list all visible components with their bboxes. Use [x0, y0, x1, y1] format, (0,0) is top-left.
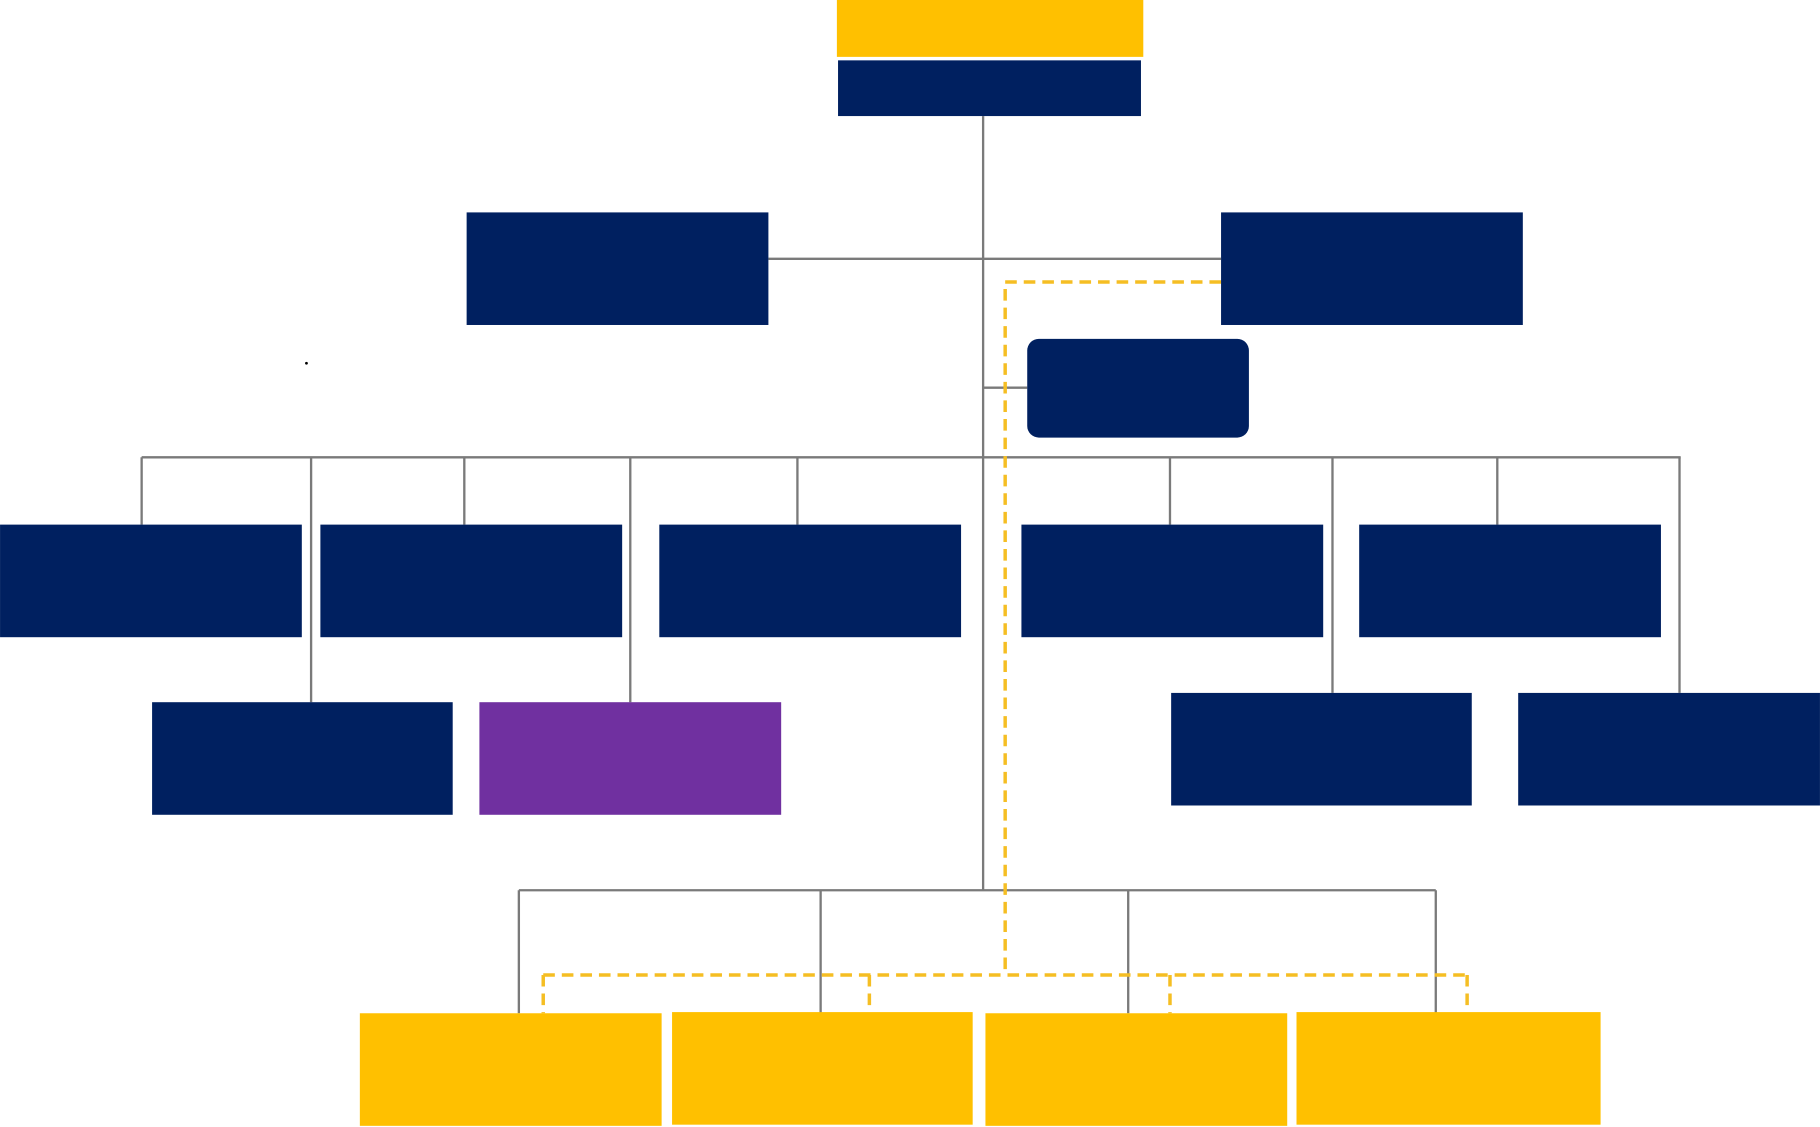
dot — [305, 361, 308, 365]
node-box — [1518, 692, 1820, 806]
node-box — [659, 524, 962, 638]
node-box — [1359, 524, 1661, 638]
connectors — [140, 116, 1681, 1014]
node-box — [1021, 524, 1324, 638]
node-box — [152, 702, 453, 815]
node-box — [0, 524, 302, 638]
dotted-connectors — [541, 280, 1469, 1014]
yellow-box — [985, 1013, 1288, 1126]
yellow-box — [672, 1012, 973, 1125]
highlight-box — [479, 702, 782, 815]
dotted-connector — [1003, 280, 1222, 975]
top-header-box — [836, 0, 1144, 57]
yellow-box — [1296, 1012, 1601, 1125]
yellow-box — [359, 1013, 662, 1126]
top-box — [838, 60, 1141, 117]
node-box — [1171, 692, 1472, 806]
node-box — [1221, 212, 1523, 325]
node-box — [320, 524, 623, 638]
node-box — [466, 212, 769, 325]
node-box — [1027, 338, 1249, 438]
